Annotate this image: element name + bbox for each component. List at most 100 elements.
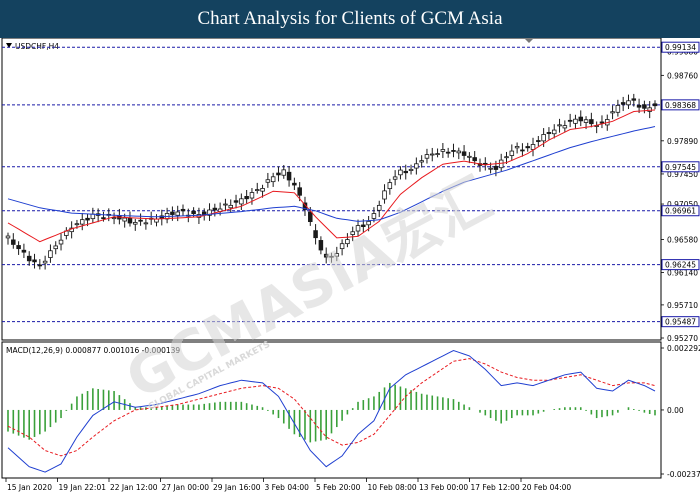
candle-body xyxy=(143,222,149,225)
candle-body xyxy=(398,169,403,176)
candle-body xyxy=(308,211,313,223)
candle-body xyxy=(345,239,350,245)
candle-body xyxy=(16,245,21,250)
price-tick-label: 0.97890 xyxy=(667,137,698,146)
signal-line xyxy=(7,358,656,457)
candle-body xyxy=(451,150,456,152)
candle-body xyxy=(557,124,562,127)
candle-body xyxy=(239,198,244,205)
candle-body xyxy=(472,157,477,162)
price-tick-label: 0.97050 xyxy=(667,200,698,209)
candle-body xyxy=(175,211,180,216)
candle-body xyxy=(122,217,127,222)
candle-body xyxy=(610,111,615,114)
candle-body xyxy=(297,187,302,196)
time-tick-label: 13 Feb 00:00 xyxy=(419,483,468,492)
candle-body xyxy=(265,179,271,183)
macd-tick-label: -0.00237 xyxy=(667,470,700,479)
candle-body xyxy=(408,168,414,171)
candle-body xyxy=(133,222,138,225)
candle-body xyxy=(509,150,515,156)
symbol-dropdown-icon[interactable] xyxy=(6,43,12,48)
candle-body xyxy=(339,243,345,250)
candle-body xyxy=(530,144,536,150)
candle-body xyxy=(589,119,594,125)
candle-body xyxy=(599,121,605,124)
time-tick-label: 17 Feb 12:00 xyxy=(471,483,520,492)
candle-body xyxy=(276,172,281,176)
candle-body xyxy=(74,223,80,226)
candle-body xyxy=(318,240,324,251)
candle-body xyxy=(626,100,631,106)
shift-marker-icon xyxy=(525,39,533,43)
candle-body xyxy=(387,182,393,190)
candle-body xyxy=(323,253,329,258)
candle-body xyxy=(435,153,440,155)
candle-body xyxy=(334,253,340,257)
price-tick-label: 0.96140 xyxy=(667,269,698,278)
candle-body xyxy=(42,260,48,264)
candle-body xyxy=(403,170,409,174)
candle-body xyxy=(573,118,578,124)
candle-body xyxy=(424,154,430,159)
candle-body xyxy=(376,204,382,211)
level-tag xyxy=(661,205,700,217)
level-tag-label: 0.96961 xyxy=(665,207,696,216)
candle-body xyxy=(180,208,186,212)
candle-body xyxy=(281,169,287,176)
chart-title: Chart Analysis for Clients of GCM Asia xyxy=(0,0,700,38)
candle-body xyxy=(37,264,43,267)
candle-body xyxy=(546,132,552,134)
candle-body xyxy=(467,155,472,158)
candle-body xyxy=(90,213,96,220)
price-tick-label: 0.98760 xyxy=(667,71,698,80)
candle-body xyxy=(249,192,255,199)
macd-panel: MACD(12,26,9) 0.000877 0.001016 -0.00013… xyxy=(1,341,700,479)
candle-body xyxy=(85,217,90,221)
candle-body xyxy=(292,182,297,186)
candle-body xyxy=(514,146,520,149)
candle-body xyxy=(361,224,366,227)
candle-body xyxy=(551,129,557,135)
candle-body xyxy=(562,125,568,129)
macd-line xyxy=(7,349,656,473)
candle-body xyxy=(414,163,419,169)
candle-body xyxy=(504,156,509,159)
candle-body xyxy=(233,200,239,203)
candle-body xyxy=(541,134,546,142)
candle-body xyxy=(58,239,64,245)
candle-body xyxy=(313,230,318,239)
candle-body xyxy=(254,189,260,191)
candle-body xyxy=(371,213,377,219)
candle-body xyxy=(366,220,371,226)
candle-body xyxy=(223,203,228,206)
candle-body xyxy=(101,217,106,220)
candle-body xyxy=(488,167,493,170)
candle-body xyxy=(207,209,212,216)
candle-body xyxy=(430,153,435,156)
time-tick-label: 22 Jan 12:00 xyxy=(110,483,158,492)
candle-body xyxy=(26,255,32,262)
time-tick-label: 10 Feb 08:00 xyxy=(368,483,417,492)
candle-body xyxy=(583,119,589,123)
candle-body xyxy=(642,104,647,109)
ma-fast-line xyxy=(7,109,656,243)
time-tick-label: 20 Feb 04:00 xyxy=(522,483,571,492)
ma-slow-line xyxy=(7,126,656,222)
level-tag xyxy=(661,316,700,328)
candle-body xyxy=(620,102,626,105)
level-tag-label: 0.95487 xyxy=(665,318,696,327)
candle-body xyxy=(498,159,504,169)
price-tick-label: 0.97450 xyxy=(667,170,698,179)
candle-body xyxy=(127,217,133,224)
candle-body xyxy=(631,98,637,101)
candle-body xyxy=(138,219,143,222)
candle-body xyxy=(419,160,424,163)
candle-body xyxy=(440,149,446,152)
time-tick-label: 15 Jan 2020 xyxy=(7,483,52,492)
price-tick-label: 0.95710 xyxy=(667,301,698,310)
price-tick-label: 0.96580 xyxy=(667,235,698,244)
level-tag xyxy=(661,161,700,173)
candle-body xyxy=(170,211,175,215)
